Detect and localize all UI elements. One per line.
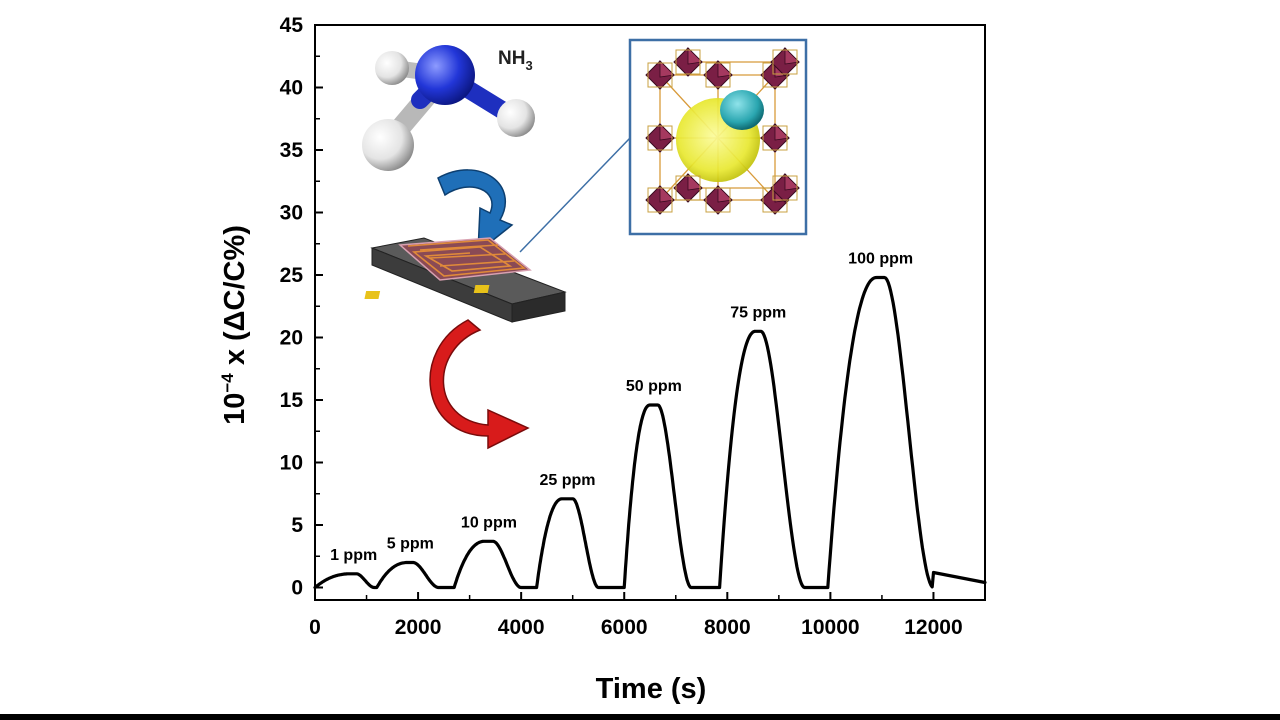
x-tick-label: 8000 (704, 616, 751, 639)
y-tick-label: 25 (280, 264, 304, 287)
peak-label: 75 ppm (730, 304, 786, 321)
mof-polyhedron (645, 60, 675, 90)
y-tick-label: 15 (280, 389, 304, 412)
y-tick-label: 5 (291, 514, 303, 537)
y-tick-label: 40 (280, 77, 303, 100)
x-tick-label: 10000 (801, 616, 859, 639)
peak-label: 25 ppm (540, 472, 596, 489)
red-arrow-icon (429, 319, 530, 450)
mof-polyhedra (645, 47, 800, 215)
mof-polyhedron (703, 185, 733, 215)
peak-label: 100 ppm (848, 251, 913, 268)
mof-polyhedron (760, 123, 790, 153)
molecule-label: NH3 (498, 48, 533, 73)
peak-labels: 1 ppm 5 ppm 10 ppm 25 ppm 50 ppm 75 ppm 100 pp… (330, 251, 913, 564)
nh3-molecule-illustration (362, 45, 535, 171)
peak-label: 50 ppm (626, 378, 682, 395)
x-tick-label: 6000 (601, 616, 648, 639)
blue-arrow-icon (437, 169, 514, 254)
y-tick-label: 30 (280, 202, 303, 225)
molecule-label-subscript: 3 (525, 58, 532, 73)
y-tick-label: 35 (280, 139, 304, 162)
x-tick-label: 12000 (904, 616, 962, 639)
mof-polyhedron (673, 173, 703, 203)
mof-polyhedron (645, 185, 675, 215)
y-tick-label: 0 (291, 577, 303, 600)
y-axis-title: 10−4 x (ΔC/C%) (218, 225, 251, 425)
x-tick-label: 0 (309, 616, 321, 639)
x-axis-title: Time (s) (596, 673, 707, 705)
mof-polyhedron (770, 47, 800, 77)
mof-polyhedron (703, 60, 733, 90)
data-series-line (313, 275, 987, 590)
peak-label: 1 ppm (330, 547, 377, 564)
hydrogen-atom-3 (497, 99, 535, 137)
y-axis-title-rest: x (ΔC/C%) (219, 225, 251, 373)
mof-polyhedron (770, 173, 800, 203)
peak-label: 5 ppm (387, 536, 434, 553)
peak-label: 10 ppm (461, 514, 517, 531)
zoom-connector-line (519, 137, 631, 253)
bottom-bar (0, 714, 1280, 720)
x-tick-label: 4000 (498, 616, 545, 639)
y-axis-title-exponent: −4 (218, 373, 237, 393)
y-axis: 0 5 10 15 20 25 30 35 40 45 (280, 14, 323, 600)
nitrogen-atom (415, 45, 475, 105)
hydrogen-atom-2 (362, 119, 414, 171)
y-tick-label: 20 (280, 327, 303, 350)
molecule-label-base: NH (498, 48, 525, 69)
y-tick-label: 45 (280, 14, 304, 37)
mof-structure-inset (628, 38, 808, 236)
mof-polyhedron (673, 47, 703, 77)
plot-frame (314, 24, 986, 601)
sensor-device-illustration (364, 237, 567, 323)
mof-polyhedron (645, 123, 675, 153)
y-tick-label: 10 (280, 452, 303, 475)
x-axis: 0 2000 4000 6000 8000 10000 12000 (309, 592, 963, 639)
hydrogen-atom-1 (375, 51, 409, 85)
x-tick-label: 2000 (395, 616, 442, 639)
y-axis-title-base: 10 (219, 393, 251, 425)
